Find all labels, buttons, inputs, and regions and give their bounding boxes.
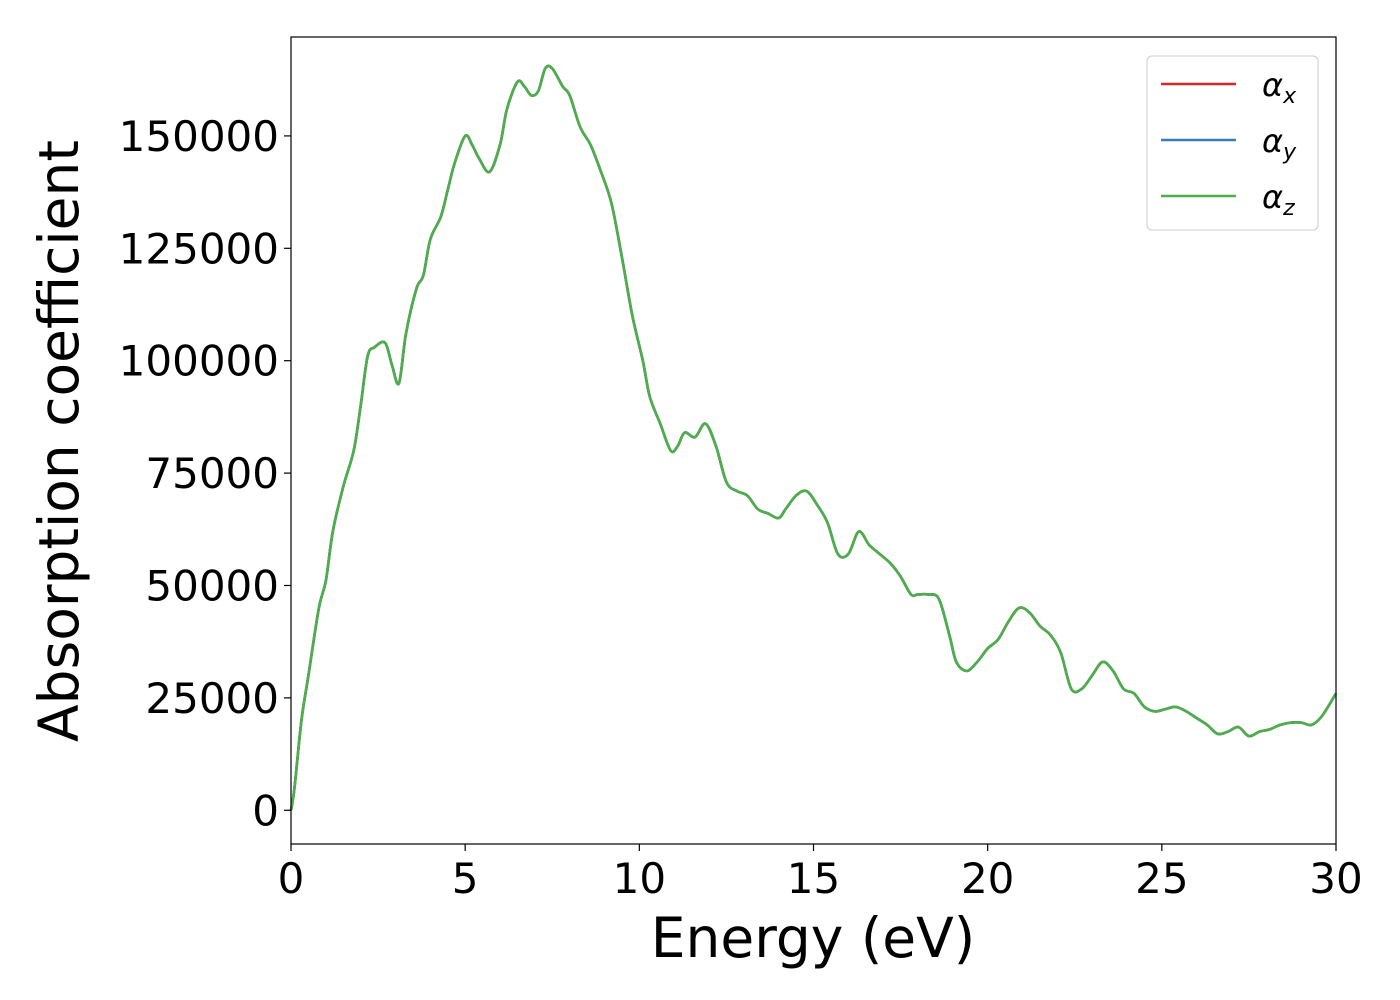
y-tick-label: 75000: [145, 449, 279, 498]
y-tick-label: 100000: [119, 337, 279, 386]
series-line-3: [289, 64, 1338, 811]
x-tick-label: 20: [961, 854, 1014, 903]
x-tick-label: 30: [1309, 854, 1362, 903]
x-axis-ticks: 0 5 10 15 20 25 30: [278, 844, 1363, 903]
y-tick-label: 25000: [145, 674, 279, 723]
x-tick-label: 10: [613, 854, 666, 903]
x-tick-label: 0: [278, 854, 305, 903]
y-tick-label: 125000: [119, 224, 279, 273]
y-tick-label: 150000: [119, 112, 279, 161]
x-tick-label: 15: [787, 854, 840, 903]
y-axis-label: Absorption coefficient: [27, 140, 91, 742]
series-layer: [289, 64, 1338, 811]
y-axis-ticks: 0 25000 50000 75000 100000 125000 150000: [119, 112, 291, 835]
x-tick-label: 25: [1135, 854, 1188, 903]
x-axis-label: Energy (eV): [651, 906, 975, 970]
legend-label-3: αz: [1262, 178, 1295, 221]
y-tick-label: 50000: [145, 561, 279, 610]
legend-box: [1146, 55, 1319, 231]
x-tick-label: 5: [452, 854, 479, 903]
y-tick-label: 0: [252, 786, 279, 835]
